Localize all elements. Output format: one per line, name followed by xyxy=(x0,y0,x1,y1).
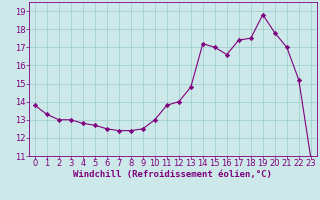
X-axis label: Windchill (Refroidissement éolien,°C): Windchill (Refroidissement éolien,°C) xyxy=(73,170,272,179)
